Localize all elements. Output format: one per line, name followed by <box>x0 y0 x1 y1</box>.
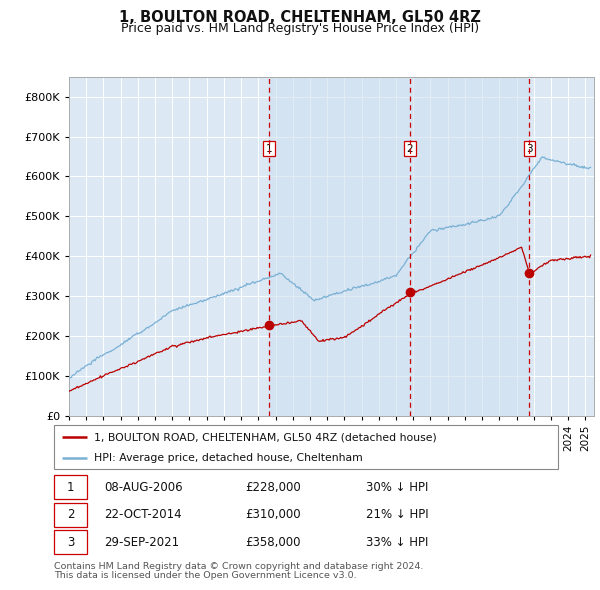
Text: 3: 3 <box>67 536 74 549</box>
Text: 2: 2 <box>67 508 74 522</box>
Bar <box>269 77 529 416</box>
Text: £228,000: £228,000 <box>245 481 301 494</box>
Text: 1, BOULTON ROAD, CHELTENHAM, GL50 4RZ (detached house): 1, BOULTON ROAD, CHELTENHAM, GL50 4RZ (d… <box>94 432 437 442</box>
Text: 29-SEP-2021: 29-SEP-2021 <box>104 536 179 549</box>
Text: This data is licensed under the Open Government Licence v3.0.: This data is licensed under the Open Gov… <box>54 571 356 580</box>
Text: Contains HM Land Registry data © Crown copyright and database right 2024.: Contains HM Land Registry data © Crown c… <box>54 562 424 571</box>
Text: 1, BOULTON ROAD, CHELTENHAM, GL50 4RZ: 1, BOULTON ROAD, CHELTENHAM, GL50 4RZ <box>119 10 481 25</box>
Text: 2: 2 <box>407 143 413 153</box>
FancyBboxPatch shape <box>54 503 87 527</box>
FancyBboxPatch shape <box>54 476 87 499</box>
Text: Price paid vs. HM Land Registry's House Price Index (HPI): Price paid vs. HM Land Registry's House … <box>121 22 479 35</box>
Text: 08-AUG-2006: 08-AUG-2006 <box>104 481 183 494</box>
FancyBboxPatch shape <box>54 425 558 469</box>
FancyBboxPatch shape <box>54 530 87 554</box>
Text: 1: 1 <box>265 143 272 153</box>
Text: £358,000: £358,000 <box>245 536 301 549</box>
Text: 22-OCT-2014: 22-OCT-2014 <box>104 508 182 522</box>
Text: £310,000: £310,000 <box>245 508 301 522</box>
Text: 30% ↓ HPI: 30% ↓ HPI <box>367 481 429 494</box>
Text: 1: 1 <box>67 481 74 494</box>
Text: 3: 3 <box>526 143 533 153</box>
Text: 33% ↓ HPI: 33% ↓ HPI <box>367 536 429 549</box>
Text: 21% ↓ HPI: 21% ↓ HPI <box>367 508 429 522</box>
Text: HPI: Average price, detached house, Cheltenham: HPI: Average price, detached house, Chel… <box>94 453 363 463</box>
